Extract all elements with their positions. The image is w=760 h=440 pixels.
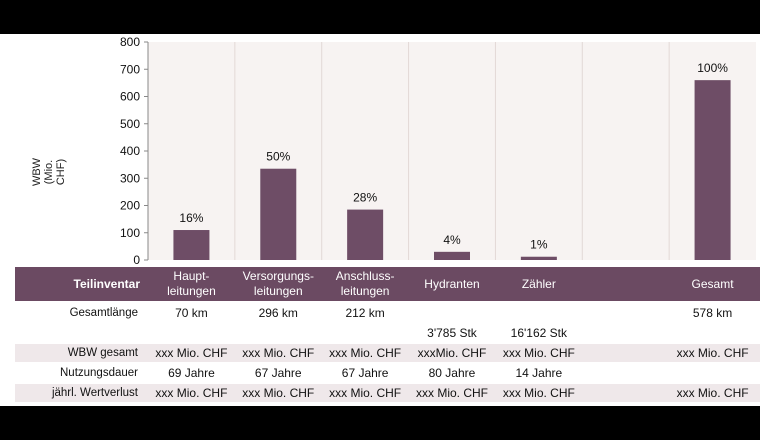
y-tick-label: 600 [120, 90, 140, 104]
table-cell: 67 Jahre [341, 366, 389, 380]
y-tick-label: 700 [120, 62, 140, 76]
table-cell: xxx Mio. CHF [676, 346, 749, 360]
table-cell: 296 km [258, 306, 298, 320]
table-cell: 70 km [175, 306, 208, 320]
table-cell: xxx Mio. CHF [329, 386, 402, 400]
table-cell: xxx Mio. CHF [415, 386, 488, 400]
table-cell: 3'785 Stk [427, 326, 477, 340]
y-tick-label: 800 [120, 35, 140, 49]
x-tick-label: Versorgungs- leitungen [242, 269, 314, 298]
x-tick-label: Gesamt [691, 276, 734, 291]
table-cell: xxx Mio. CHF [676, 386, 749, 400]
x-tick-label: Zähler [521, 276, 556, 291]
table-cell: xxx Mio. CHF [502, 346, 575, 360]
table-cell: xxx Mio. CHF [502, 386, 575, 400]
bar [694, 80, 731, 261]
table-cell: xxx Mio. CHF [242, 346, 315, 360]
row-label: WBW gesamt [67, 347, 138, 359]
x-tick-label: Hydranten [424, 276, 480, 291]
bar-chart: 0 100 200 300 400 500 600 700 800 16% 50% 28% 4% 1% 10… [120, 35, 756, 267]
table-row [15, 324, 760, 342]
y-tick-label: 200 [120, 199, 140, 213]
table-header-label: Teilinventar [73, 276, 140, 291]
x-tick-label: Haupt- leitungen [167, 269, 216, 298]
bar-value-label: 28% [353, 191, 377, 205]
bar-value-label: 16% [179, 211, 203, 225]
table-cell: xxx Mio. CHF [329, 346, 402, 360]
y-tick-label: 400 [120, 144, 140, 158]
category-header-band: Teilinventar Haupt- leitungen Versorgungs-… [15, 267, 760, 301]
table-row [15, 344, 760, 362]
table-cell: 212 km [345, 306, 385, 320]
row-label: Nutzungsdauer [60, 367, 138, 379]
row-label: Gesamtlänge [69, 307, 138, 319]
table-cell: 578 km [692, 306, 733, 320]
table-row [15, 384, 760, 402]
bar [173, 230, 210, 260]
table-cell: xxxMio. CHF [417, 346, 487, 360]
bar [434, 251, 470, 260]
bar [260, 168, 297, 260]
table-cell: 67 Jahre [254, 366, 302, 380]
table-cell: xxx Mio. CHF [242, 386, 315, 400]
y-tick-label: 100 [120, 226, 140, 240]
bar-value-label: 100% [697, 61, 728, 75]
table-cell: xxx Mio. CHF [155, 386, 228, 400]
bar [520, 256, 557, 260]
x-tick-label [582, 267, 669, 301]
y-tick-label: 300 [120, 171, 140, 185]
bar-value-label: 1% [530, 238, 548, 252]
table-cell: 80 Jahre [428, 366, 476, 380]
y-tick-label: 500 [120, 117, 140, 131]
bar-value-label: 50% [266, 150, 290, 164]
bar [347, 209, 384, 260]
row-label: jährl. Wertverlust [51, 387, 138, 399]
y-tick-label: 0 [133, 253, 140, 267]
table-cell: 16'162 Stk [510, 326, 568, 340]
bar-value-label: 4% [443, 233, 461, 247]
table-cell: 69 Jahre [168, 366, 215, 380]
table-cell: xxx Mio. CHF [155, 346, 228, 360]
chart-panel: 0 100 200 300 400 500 600 700 800 16% 50% 28% 4% 1% 10… [0, 34, 760, 406]
y-axis-label: WBW (Mio. CHF) [31, 157, 67, 187]
table-cell: 14 Jahre [515, 366, 563, 380]
x-tick-label: Anschluss- leitungen [335, 269, 395, 298]
plot-area [148, 42, 756, 260]
